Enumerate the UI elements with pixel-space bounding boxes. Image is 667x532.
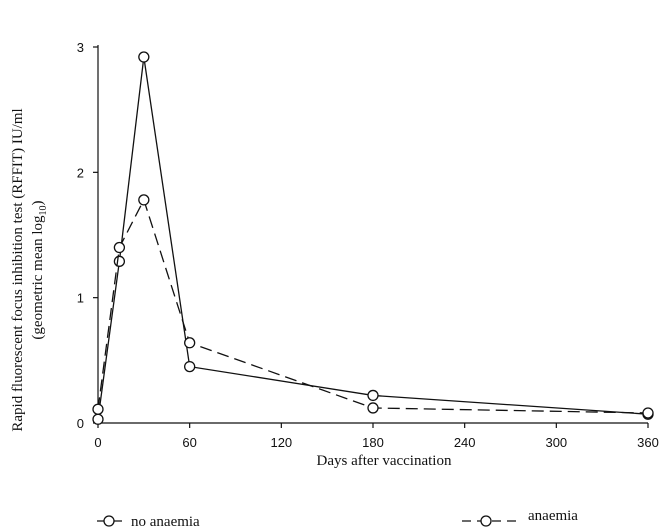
labels: Days after vaccination Rapid fluorescent… bbox=[10, 108, 452, 469]
data-point bbox=[642, 407, 654, 419]
y-axis-title-line2: (geometric mean log10) bbox=[30, 200, 49, 339]
legend: no anaemia anaemia bbox=[97, 508, 578, 530]
x-tick-label: 300 bbox=[545, 435, 567, 450]
data-point bbox=[367, 389, 379, 402]
y-tick-label: 2 bbox=[77, 165, 84, 180]
y-axis-title-suffix: ) bbox=[30, 200, 46, 205]
x-tick-label: 180 bbox=[362, 435, 384, 450]
data-point bbox=[367, 402, 379, 414]
y-axis-title-subscript: 10 bbox=[38, 205, 49, 215]
data-point bbox=[138, 51, 150, 63]
x-tick-label: 0 bbox=[94, 435, 101, 450]
legend-label: no anaemia bbox=[131, 514, 200, 530]
legend-marker bbox=[103, 515, 115, 527]
series-line bbox=[97, 56, 649, 420]
y-tick-label: 1 bbox=[77, 291, 84, 306]
legend-item: no anaemia bbox=[97, 514, 200, 530]
data-point bbox=[92, 413, 104, 425]
data-point bbox=[92, 403, 104, 415]
series-layer bbox=[92, 51, 654, 425]
y-axis-title-prefix: (geometric mean log bbox=[30, 215, 46, 340]
data-point bbox=[113, 241, 126, 254]
legend-label: anaemia bbox=[528, 508, 578, 524]
x-tick-label: 120 bbox=[270, 435, 292, 450]
data-point bbox=[184, 360, 196, 373]
x-axis-title: Days after vaccination bbox=[317, 453, 452, 469]
data-point bbox=[138, 194, 150, 206]
data-point bbox=[184, 337, 196, 349]
series-anaemia bbox=[92, 194, 654, 419]
legend-item: anaemia bbox=[462, 508, 578, 527]
data-point bbox=[113, 255, 126, 267]
x-tick-label: 360 bbox=[637, 435, 659, 450]
legend-marker bbox=[480, 515, 492, 527]
axes: 0 1 2 3 0 60 120 180 240 300 360 bbox=[77, 40, 659, 450]
y-tick-label: 3 bbox=[77, 40, 84, 55]
y-tick-label: 0 bbox=[77, 416, 84, 431]
series-line bbox=[97, 198, 649, 414]
x-tick-label: 60 bbox=[182, 435, 196, 450]
y-axis-title-line1: Rapid fluorescent focus inhibition test … bbox=[10, 108, 26, 431]
x-tick-label: 240 bbox=[454, 435, 476, 450]
series-no-anaemia bbox=[92, 51, 654, 425]
